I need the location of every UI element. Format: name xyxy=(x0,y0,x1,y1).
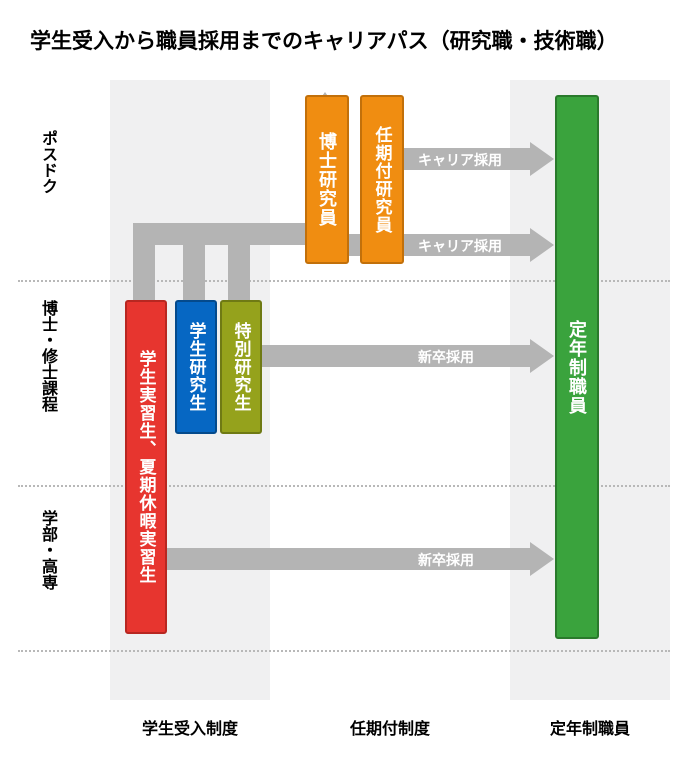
box-orange1: 博士研究員 xyxy=(305,95,349,264)
page-title: 学生受入から職員採用までのキャリアパス（研究職・技術職） xyxy=(30,25,618,55)
col-fixed: 任期付制度 xyxy=(310,715,470,739)
box-orange2: 任期付研究員 xyxy=(360,95,404,264)
box-blue: 学生研究生 xyxy=(175,300,217,434)
col-student: 学生受入制度 xyxy=(110,715,270,739)
row-postdoc: ポスドク xyxy=(35,130,59,194)
connector-bus xyxy=(133,223,323,245)
arrow-career1-label: キャリア採用 xyxy=(418,150,502,170)
col-perm: 定年制職員 xyxy=(510,715,670,739)
arrow-grad-new-label: 新卒採用 xyxy=(418,347,474,367)
row-grad: 博士・修士課程 xyxy=(35,300,59,412)
box-olive: 特別研究生 xyxy=(220,300,262,434)
arrow-grad-new xyxy=(260,345,530,367)
box-green: 定年制職員 xyxy=(555,95,599,639)
div3 xyxy=(18,650,670,652)
diagram-canvas: キャリア採用キャリア採用新卒採用新卒採用学生実習生、夏期休暇実習生学生研究生特別… xyxy=(0,0,700,770)
row-undergrad: 学部・高専 xyxy=(35,510,59,590)
arrow-career2-label: キャリア採用 xyxy=(418,236,502,256)
arrow-undergrad-new xyxy=(165,548,530,570)
arrow-undergrad-new-label: 新卒採用 xyxy=(418,550,474,570)
box-red: 学生実習生、夏期休暇実習生 xyxy=(125,300,167,634)
